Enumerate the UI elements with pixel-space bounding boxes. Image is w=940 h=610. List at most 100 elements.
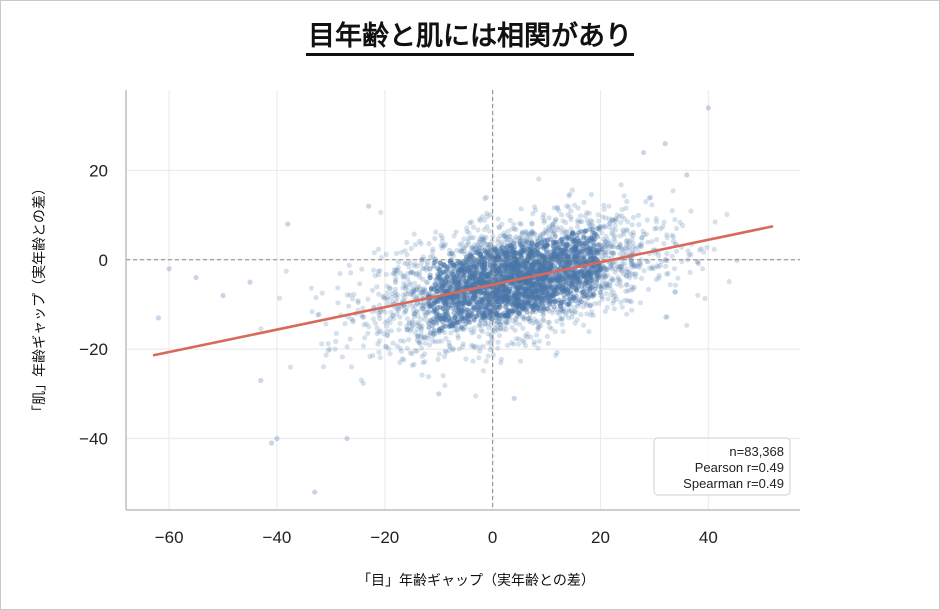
scatter-point [637, 260, 643, 266]
scatter-point [520, 338, 526, 344]
scatter-point [460, 318, 466, 324]
scatter-point [518, 292, 524, 298]
scatter-point [578, 259, 584, 265]
scatter-point [533, 332, 540, 338]
scatter-point [510, 318, 516, 324]
scatter-point [514, 273, 520, 279]
scatter-point [448, 330, 454, 336]
x-tick-label: 40 [699, 528, 718, 547]
scatter-point [528, 244, 534, 250]
scatter-point [475, 280, 481, 286]
scatter-point [597, 224, 603, 230]
scatter-point [726, 279, 732, 285]
scatter-point [528, 234, 534, 241]
scatter-point [519, 230, 525, 236]
scatter-point [512, 327, 518, 333]
scatter-point [569, 298, 575, 304]
scatter-point [361, 322, 367, 328]
scatter-point [697, 247, 703, 253]
scatter-point [487, 310, 493, 316]
scatter-point [365, 296, 371, 302]
scatter-point [528, 286, 534, 292]
scatter-point [543, 241, 549, 247]
scatter-point [394, 295, 400, 301]
scatter-point [599, 274, 605, 280]
outlier-point [285, 221, 291, 227]
scatter-point [471, 317, 477, 323]
scatter-point [464, 228, 470, 234]
scatter-point [502, 288, 508, 294]
scatter-point [515, 307, 521, 313]
scatter-point [483, 307, 489, 313]
scatter-point [468, 282, 474, 288]
scatter-point [587, 246, 593, 252]
scatter-point [532, 303, 538, 309]
scatter-point [380, 293, 387, 299]
scatter-point [605, 296, 611, 302]
scatter-point [613, 227, 619, 233]
scatter-point [522, 257, 528, 263]
scatter-point [505, 297, 511, 303]
scatter-point [506, 308, 512, 314]
scatter-point [654, 263, 660, 269]
scatter-point [588, 292, 594, 298]
scatter-point [540, 293, 546, 299]
scatter-point [664, 251, 670, 257]
scatter-point [449, 294, 455, 301]
scatter-point [450, 305, 456, 311]
scatter-point [519, 299, 526, 305]
scatter-point [430, 253, 436, 259]
scatter-point [575, 217, 581, 223]
scatter-point [507, 268, 513, 274]
scatter-point [670, 188, 676, 194]
scatter-point [670, 234, 677, 240]
scatter-point [512, 260, 518, 266]
scatter-point [604, 304, 611, 310]
scatter-point [493, 321, 500, 327]
scatter-point [559, 241, 565, 247]
scatter-point [434, 285, 440, 291]
scatter-point [590, 256, 596, 263]
scatter-point [535, 249, 541, 255]
scatter-point [515, 266, 521, 272]
scatter-point [667, 282, 673, 288]
scatter-point [499, 295, 505, 302]
scatter-point [635, 263, 641, 269]
scatter-point [419, 372, 425, 378]
scatter-point [582, 240, 588, 247]
scatter-point [564, 291, 570, 297]
scatter-point [522, 317, 528, 323]
scatter-point [452, 262, 458, 268]
scatter-point [522, 343, 529, 349]
scatter-point [413, 287, 419, 293]
scatter-point [513, 250, 519, 256]
scatter-point [566, 301, 572, 307]
scatter-point [502, 319, 509, 325]
scatter-point [409, 320, 415, 326]
scatter-point [574, 317, 580, 323]
scatter-point [654, 236, 660, 243]
scatter-point [695, 292, 701, 298]
scatter-point [460, 309, 466, 315]
scatter-point [441, 261, 447, 268]
x-tick-label: −40 [263, 528, 292, 547]
scatter-point [635, 245, 641, 251]
scatter-point [702, 295, 708, 301]
scatter-point [504, 254, 510, 260]
scatter-point [470, 296, 476, 302]
scatter-point [518, 281, 524, 287]
scatter-point [571, 273, 578, 279]
scatter-point [464, 280, 470, 286]
outlier-point [274, 435, 280, 442]
scatter-point [494, 287, 500, 293]
scatter-point [533, 319, 539, 325]
scatter-point [652, 226, 658, 232]
scatter-point [539, 253, 545, 259]
scatter-point [496, 287, 502, 293]
scatter-point [382, 309, 388, 315]
scatter-point [527, 285, 533, 291]
scatter-point [507, 274, 513, 280]
scatter-point [609, 275, 615, 281]
scatter-point [672, 216, 678, 223]
scatter-point [481, 315, 487, 321]
